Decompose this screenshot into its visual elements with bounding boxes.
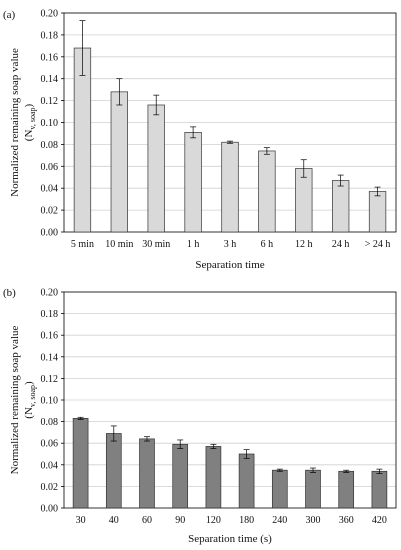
- y-tick-label: 0.04: [41, 184, 59, 195]
- chart-panel-2: (b) 0.00 0.02 0.04 0.06 0.08 0.10 0.12 0.14 0.16 0…: [3, 287, 397, 545]
- bar: [271, 469, 288, 509]
- y-tick-label: 0.08: [41, 140, 59, 151]
- y-tick-label: 0.14: [41, 74, 59, 85]
- y-tick-label: 0.18: [41, 30, 59, 41]
- y-axis-title: Normalized remaining soap value: [9, 326, 21, 475]
- panel-label: (a): [3, 9, 16, 21]
- bar: [221, 141, 239, 233]
- x-tick-label: 90: [175, 515, 185, 526]
- x-tick-label: 10 min: [105, 239, 133, 250]
- y-tick-label: 0.10: [41, 118, 59, 129]
- y-tick-label: 0.14: [41, 352, 59, 363]
- y-tick-label: 0.08: [41, 417, 59, 428]
- y-tick-label: 0.20: [41, 9, 59, 20]
- x-tick-label: 12 h: [295, 239, 313, 250]
- bar: [205, 446, 222, 509]
- x-tick-label: 240: [272, 515, 287, 526]
- y-tick-label: 0.16: [41, 52, 59, 63]
- y-tick-label: 0.02: [41, 206, 59, 217]
- bar: [139, 438, 155, 509]
- y-tick-label: 0.00: [41, 504, 59, 515]
- x-tick-label: 30 min: [142, 239, 170, 250]
- x-tick-label: 60: [142, 515, 152, 526]
- x-tick-label: 300: [306, 515, 321, 526]
- y-axis-subtitle-close: ): [23, 381, 35, 385]
- y-tick-label: 0.16: [41, 331, 59, 342]
- bar: [184, 132, 202, 233]
- x-tick-label: 3 h: [224, 239, 237, 250]
- y-axis-subtitle: (Nv, soap): [23, 103, 37, 141]
- x-axis-title: Separation time: [195, 259, 264, 271]
- y-tick-label: 0.02: [41, 482, 59, 493]
- bar: [338, 470, 355, 509]
- y-tick-label: 0.12: [41, 374, 59, 385]
- bar: [172, 443, 189, 509]
- y-tick-label: 0.04: [41, 460, 59, 471]
- x-tick-label: 180: [239, 515, 254, 526]
- y-tick-label: 0.20: [41, 288, 59, 299]
- x-tick-label: > 24 h: [365, 239, 391, 250]
- y-axis-subtitle-subscript: v, soap: [28, 385, 37, 407]
- bar: [371, 470, 388, 509]
- bar: [238, 453, 255, 509]
- x-tick-label: 120: [206, 515, 221, 526]
- chart-panel-1: (a) 0.00 0.02 0.04 0.06 0.08 0.10 0.12 0.14 0.16 0…: [3, 9, 397, 271]
- bar: [368, 191, 387, 233]
- x-tick-label: 420: [372, 515, 387, 526]
- bar: [332, 180, 350, 233]
- plot-frame: [63, 291, 397, 509]
- bar: [72, 418, 89, 509]
- bar: [305, 469, 321, 509]
- y-tick-label: 0.10: [41, 396, 59, 407]
- x-tick-label: 5 min: [71, 239, 94, 250]
- bar: [295, 168, 313, 233]
- y-axis-subtitle-base: (N: [23, 130, 35, 142]
- y-tick-label: 0.00: [41, 228, 59, 239]
- y-axis-subtitle-base: (N: [23, 407, 35, 419]
- x-axis-title: Separation time (s): [188, 533, 272, 545]
- bar: [105, 433, 122, 509]
- y-axis-subtitle-subscript: v, soap: [28, 107, 37, 129]
- y-axis-title: Normalized remaining soap value: [9, 48, 21, 197]
- y-tick-label: 0.06: [41, 162, 59, 173]
- bar: [147, 104, 165, 233]
- y-tick-label: 0.06: [41, 439, 59, 450]
- x-tick-label: 30: [76, 515, 86, 526]
- x-tick-label: 360: [339, 515, 354, 526]
- x-tick-label: 24 h: [332, 239, 350, 250]
- y-tick-label: 0.12: [41, 96, 59, 107]
- x-tick-label: 1 h: [187, 239, 200, 250]
- bar: [258, 150, 276, 233]
- bar: [110, 91, 128, 233]
- x-tick-label: 6 h: [261, 239, 274, 250]
- x-tick-label: 40: [109, 515, 119, 526]
- panel-label: (b): [3, 287, 16, 299]
- y-tick-label: 0.18: [41, 309, 59, 320]
- y-axis-subtitle-close: ): [23, 103, 35, 107]
- y-axis-subtitle: (Nv, soap): [23, 381, 37, 419]
